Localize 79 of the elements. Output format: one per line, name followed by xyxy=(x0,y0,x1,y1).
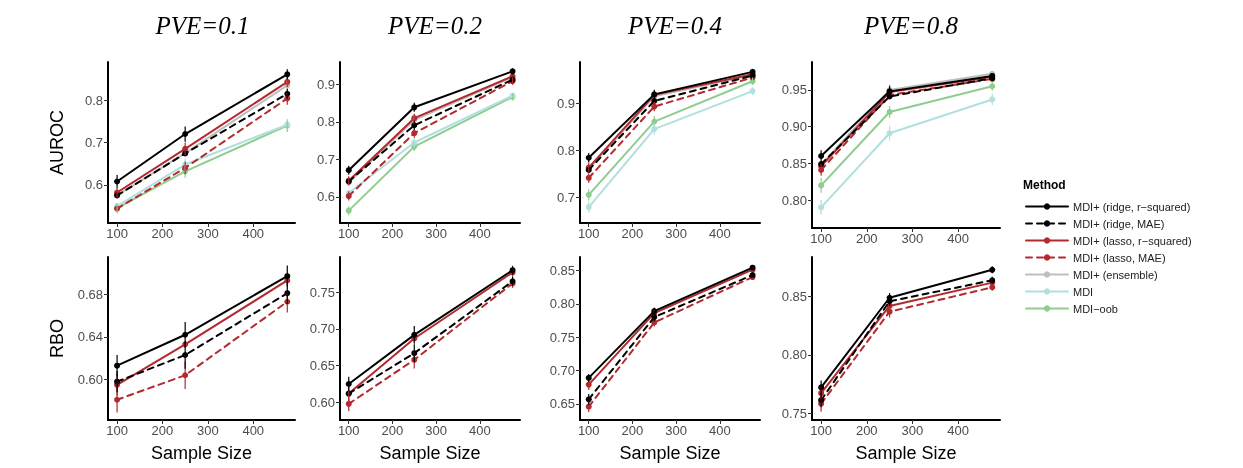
x-tick-label: 400 xyxy=(468,423,491,438)
x-tick-label: 200 xyxy=(151,423,174,438)
y-tick-label: 0.85 xyxy=(549,262,575,278)
x-tick-label: 400 xyxy=(947,231,969,246)
x-tick-label: 200 xyxy=(621,226,644,241)
y-tick-label: 0.85 xyxy=(781,155,807,171)
x-axis-title: Sample Size xyxy=(150,443,253,463)
x-tick-label: 300 xyxy=(665,226,687,241)
chart-title: PVE=0.1 xyxy=(154,12,250,39)
chart-title: PVE=0.4 xyxy=(627,12,722,39)
x-tick-label: 100 xyxy=(577,423,600,438)
y-tick-label: 0.68 xyxy=(77,286,103,302)
x-tick-label: 100 xyxy=(810,231,832,246)
x-tick-label: 100 xyxy=(810,423,832,438)
legend-label: MDI+ (ensemble) xyxy=(1073,268,1158,281)
y-tick-label: 0.9 xyxy=(556,95,575,111)
y-tick-label: 0.65 xyxy=(309,358,335,374)
y-tick-label: 0.75 xyxy=(309,284,335,300)
x-tick-label: 100 xyxy=(337,423,360,438)
y-tick-label: 0.7 xyxy=(316,151,335,167)
x-tick-label: 200 xyxy=(381,423,404,438)
y-tick-label: 0.60 xyxy=(309,394,335,410)
x-tick-label: 200 xyxy=(855,423,878,438)
legend-label: MDI+ (lasso, r−squared) xyxy=(1073,234,1192,247)
x-tick-label: 200 xyxy=(381,226,404,241)
legend-label: MDI−oob xyxy=(1073,302,1118,315)
legend-label: MDI+ (ridge, MAE) xyxy=(1073,217,1165,230)
y-axis-title: RBO xyxy=(47,318,67,359)
legend-label: MDI xyxy=(1073,285,1094,298)
x-tick-label: 300 xyxy=(901,423,924,438)
x-axis-title: Sample Size xyxy=(855,443,957,463)
y-tick-label: 0.95 xyxy=(781,82,807,98)
y-tick-label: 0.80 xyxy=(781,347,807,363)
y-tick-label: 0.8 xyxy=(556,142,575,158)
y-tick-label: 0.70 xyxy=(549,363,575,379)
x-tick-label: 400 xyxy=(242,423,265,438)
y-axis-title: AUROC xyxy=(47,109,67,176)
x-tick-label: 400 xyxy=(708,226,731,241)
chart-title: PVE=0.2 xyxy=(387,12,482,39)
x-axis-title: Sample Size xyxy=(379,443,481,463)
y-tick-label: 0.80 xyxy=(549,296,575,312)
x-tick-label: 300 xyxy=(197,423,219,438)
y-tick-label: 0.65 xyxy=(549,396,575,412)
legend-title: Method xyxy=(1023,178,1066,192)
y-tick-label: 0.9 xyxy=(316,76,335,92)
chart-title: PVE=0.8 xyxy=(863,12,959,39)
x-tick-label: 400 xyxy=(708,423,731,438)
x-tick-label: 300 xyxy=(901,231,924,246)
y-tick-label: 0.6 xyxy=(316,189,335,205)
y-tick-label: 0.64 xyxy=(77,329,103,345)
x-tick-label: 400 xyxy=(242,226,265,241)
x-tick-label: 300 xyxy=(425,226,447,241)
y-tick-label: 0.6 xyxy=(84,177,103,193)
y-tick-label: 0.85 xyxy=(781,289,807,305)
x-tick-label: 300 xyxy=(665,423,687,438)
y-tick-label: 0.7 xyxy=(556,189,575,205)
legend-label: MDI+ (ridge, r−squared) xyxy=(1073,200,1191,213)
x-tick-label: 300 xyxy=(197,226,219,241)
y-tick-label: 0.75 xyxy=(549,329,575,345)
y-tick-label: 0.70 xyxy=(309,321,335,337)
x-tick-label: 100 xyxy=(106,423,128,438)
x-tick-label: 300 xyxy=(425,423,447,438)
x-tick-label: 400 xyxy=(468,226,491,241)
y-tick-label: 0.75 xyxy=(781,405,807,421)
x-tick-label: 200 xyxy=(855,231,878,246)
x-tick-label: 200 xyxy=(151,226,174,241)
legend-label: MDI+ (lasso, MAE) xyxy=(1073,251,1166,264)
x-tick-label: 100 xyxy=(106,226,128,241)
y-tick-label: 0.80 xyxy=(781,192,807,208)
x-tick-label: 400 xyxy=(947,423,969,438)
y-tick-label: 0.60 xyxy=(77,372,103,388)
y-tick-label: 0.8 xyxy=(84,92,103,108)
x-tick-label: 100 xyxy=(577,226,600,241)
x-tick-label: 100 xyxy=(337,226,360,241)
x-axis-title: Sample Size xyxy=(619,443,721,463)
x-tick-label: 200 xyxy=(621,423,644,438)
y-tick-label: 0.90 xyxy=(781,119,807,135)
y-tick-label: 0.7 xyxy=(84,135,103,150)
y-tick-label: 0.8 xyxy=(316,114,335,130)
